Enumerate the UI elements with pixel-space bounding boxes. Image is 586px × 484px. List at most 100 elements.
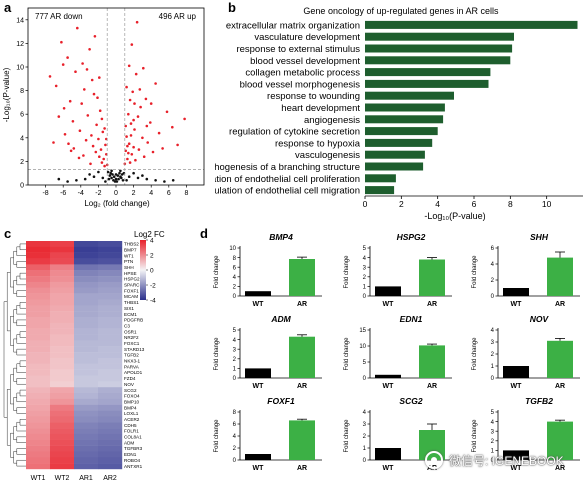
qpcr-bar-wt	[375, 374, 401, 378]
qpcr-category-label: AR	[427, 301, 437, 308]
volcano-point	[88, 173, 91, 176]
volcano-point	[101, 130, 105, 134]
volcano-point	[71, 120, 75, 123]
volcano-point	[127, 64, 131, 68]
volcano-point	[91, 144, 95, 148]
heatmap-cell	[74, 241, 99, 248]
qpcr-category-label: AR	[555, 465, 565, 472]
heatmap-cell	[26, 404, 51, 411]
heatmap-cell	[74, 457, 99, 464]
qpcr-bar-wt	[245, 368, 271, 378]
watermark-text: 微信号: IGENEBOOK	[449, 453, 564, 468]
heatmap-cell	[74, 311, 99, 318]
qpcr-y-tick-label: 2	[233, 446, 237, 452]
heatmap-cell	[74, 252, 99, 259]
go-bar	[365, 127, 438, 136]
qpcr-y-tick-label: 0	[491, 458, 495, 464]
volcano-point	[129, 134, 133, 137]
qpcr-y-tick-label: 5	[363, 360, 367, 366]
volcano-point	[68, 99, 72, 103]
heatmap-cell	[26, 281, 51, 288]
go-bar	[365, 138, 433, 147]
colorbar-tick-label: 0	[150, 268, 154, 275]
heatmap-cell	[50, 433, 75, 440]
volcano-point	[154, 82, 157, 85]
go-category-label: vasculogenesis	[295, 150, 360, 161]
volcano-point	[88, 48, 91, 51]
volcano-point	[130, 43, 134, 46]
heatmap-chart: THBS2BMP7WT1PTNSHHHPSEHSPG2SPARCFOXF1MCA…	[3, 230, 165, 482]
volcano-point	[66, 56, 69, 59]
qpcr-gene-title: SHH	[530, 232, 549, 242]
heatmap-cell	[74, 287, 99, 294]
volcano-point	[129, 122, 133, 125]
volcano-point	[127, 175, 131, 178]
volcano-point	[72, 147, 76, 150]
volcano-point	[107, 177, 111, 181]
volcano-point	[97, 170, 100, 174]
heatmap-cell	[74, 416, 99, 423]
volcano-point	[104, 143, 107, 147]
volcano-point	[82, 154, 85, 157]
volcano-point	[57, 177, 61, 181]
qpcr-gene-title: TGFB2	[525, 396, 553, 406]
qpcr-y-tick-label: 3	[233, 347, 237, 353]
volcano-point	[149, 121, 152, 124]
heatmap-cell	[98, 439, 123, 446]
heatmap-row-label: EDN1	[124, 452, 137, 457]
heatmap-cell	[98, 445, 123, 452]
volcano-point	[133, 128, 136, 131]
heatmap-cell	[74, 398, 99, 405]
heatmap-row-label: NKX3-1	[124, 359, 141, 364]
volcano-point	[115, 180, 119, 183]
qpcr-y-tick-label: 2	[233, 357, 237, 363]
volcano-point	[114, 177, 118, 181]
go-bar	[365, 32, 514, 41]
heatmap-cell	[26, 393, 51, 400]
heatmap-cell	[26, 445, 51, 452]
volcano-point	[75, 179, 78, 182]
volcano-point	[130, 153, 134, 156]
volcano-y-tick-label: 6	[20, 112, 24, 119]
heatmap-cell	[50, 287, 75, 294]
go-x-tick-label: 8	[508, 199, 513, 209]
volcano-point	[84, 138, 88, 142]
qpcr-category-label: AR	[427, 383, 437, 390]
heatmap-row-label: PARVA	[124, 364, 140, 369]
qpcr-y-axis-label: Fold change	[472, 419, 478, 453]
heatmap-cell	[26, 357, 51, 364]
volcano-point	[144, 97, 148, 101]
heatmap-row-label: SIX1	[124, 306, 134, 311]
qpcr-gene-title: EDN1	[400, 314, 423, 324]
heatmap-cell	[26, 276, 51, 283]
volcano-point	[110, 176, 113, 180]
heatmap-cell	[98, 369, 123, 376]
volcano-point	[92, 175, 96, 178]
heatmap-cell	[98, 428, 123, 435]
heatmap-cell	[74, 375, 99, 382]
volcano-point	[139, 105, 142, 109]
volcano-x-tick-label: -6	[60, 190, 66, 197]
heatmap-cell	[74, 281, 99, 288]
volcano-point	[126, 144, 129, 148]
qpcr-panel-foxf1: FOXF1 Fold change 0 2 4 6 8 WT AR	[214, 396, 322, 472]
heatmap-cell	[74, 404, 99, 411]
volcano-point	[145, 177, 149, 181]
heatmap-cell	[74, 357, 99, 364]
go-bar	[365, 20, 578, 29]
heatmap-cell	[98, 258, 123, 265]
qpcr-y-tick-label: 5	[491, 410, 495, 416]
volcano-frame	[27, 7, 205, 186]
go-chart-title: Gene oncology of up-regulated genes in A…	[303, 6, 499, 16]
volcano-point	[63, 133, 67, 136]
heatmap-cell	[26, 439, 51, 446]
heatmap-cell	[50, 363, 75, 370]
heatmap-cell	[26, 451, 51, 458]
volcano-x-tick-label: 8	[184, 190, 188, 197]
qpcr-category-label: WT	[511, 383, 523, 390]
volcano-x-tick-label: -4	[78, 190, 84, 197]
go-bar-chart: Gene oncology of up-regulated genes in A…	[215, 6, 583, 221]
qpcr-y-axis-label: Fold change	[472, 337, 478, 371]
volcano-y-tick-label: 14	[16, 17, 24, 24]
